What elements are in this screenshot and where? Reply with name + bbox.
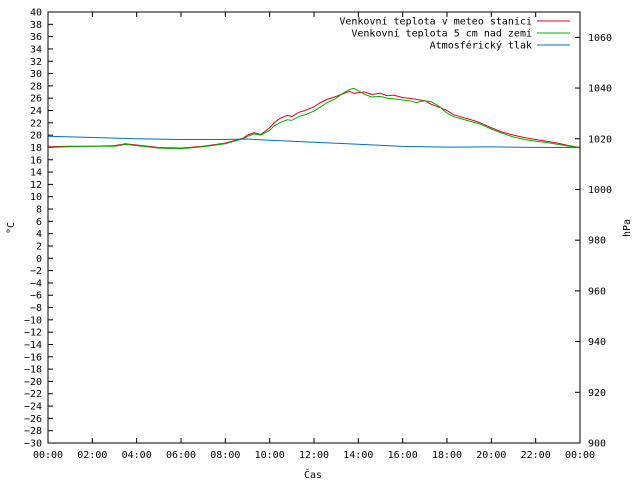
plot-frame [47,11,581,444]
series-line-3 [47,135,581,149]
y-axis-label: °C [6,222,17,234]
y2-tick-label: 940 [588,337,606,348]
legend-label-2: Venkovní teplota 5 cm nad zemí [351,28,532,40]
y2-tick-label: 920 [588,388,606,399]
y2-tick-label: 1040 [588,84,612,95]
y-tick-label: 38 [30,20,42,31]
y-tick-label: −22 [24,389,42,400]
series-line-2 [47,87,581,150]
y-tick-label: −28 [24,426,42,437]
x-tick-label: 00:00 [565,450,595,461]
x-tick-label: 02:00 [77,450,107,461]
y2-tick-label: 960 [588,286,606,297]
x-axis-label: Čas [304,468,322,480]
y2-tick-label: 1020 [588,134,612,145]
y2-tick-label: 1060 [588,33,612,44]
x-tick-label: 12:00 [299,450,329,461]
x-tick-label: 20:00 [476,450,506,461]
axis-ticks [47,11,581,444]
y-tick-label: −2 [30,266,42,277]
y-tick-label: −12 [24,328,42,339]
y-tick-label: 4 [36,229,42,240]
x-tick-label: 14:00 [343,450,373,461]
x-tick-label: 18:00 [432,450,462,461]
y-tick-label: 40 [30,8,42,19]
y2-tick-label: 900 [588,439,606,450]
y-tick-label: 30 [30,69,42,80]
y-tick-label: 28 [30,81,42,92]
y-tick-label: 6 [36,217,42,228]
y-tick-label: −16 [24,352,42,363]
series-lines [47,87,581,150]
y-tick-label: 12 [30,180,42,191]
y2-tick-label: 980 [588,236,606,247]
x-tick-label: 16:00 [388,450,418,461]
y-tick-label: 8 [36,205,42,216]
y2-tick-labels: 1060 1040 1020 1000 980 960 940 920 900 [588,33,612,450]
y-tick-label: 16 [30,155,42,166]
y-tick-label: −30 [24,439,42,450]
y-tick-label: 26 [30,94,42,105]
y-tick-label: −14 [24,340,42,351]
y-tick-label: −8 [30,303,42,314]
y-tick-label: −4 [30,278,42,289]
y-tick-label: 34 [30,44,42,55]
x-tick-label: 08:00 [210,450,240,461]
x-tick-label: 06:00 [166,450,196,461]
legend-label-1: Venkovní teplota v meteo stanici [339,16,532,28]
y-tick-label: 32 [30,57,42,68]
y-tick-labels: 4038363432302826242220181614121086420−2−… [24,8,42,450]
y-tick-label: 10 [30,192,42,203]
y-tick-label: 0 [36,254,42,265]
y-tick-label: −6 [30,291,42,302]
y2-axis-label: hPa [622,219,633,237]
y2-tick-label: 1000 [588,185,612,196]
x-tick-label: 10:00 [255,450,285,461]
y-tick-label: 36 [30,32,42,43]
y-tick-label: 20 [30,131,42,142]
series-line-1 [47,90,581,149]
x-tick-label: 04:00 [122,450,152,461]
y-tick-label: −20 [24,377,42,388]
y-tick-label: −10 [24,315,42,326]
legend-label-3: Atmosférický tlak [430,40,532,52]
y-tick-label: 18 [30,143,42,154]
x-tick-label: 22:00 [521,450,551,461]
y-tick-label: 24 [30,106,42,117]
y-tick-label: −24 [24,402,42,413]
y-tick-label: 14 [30,168,42,179]
y-tick-label: −18 [24,365,42,376]
x-tick-label: 00:00 [33,450,63,461]
y-tick-label: 22 [30,118,42,129]
x-tick-labels: 00:00 02:00 04:00 06:00 08:00 10:00 12:00 14:00… [33,450,595,461]
y-tick-label: 2 [36,241,42,252]
y-tick-label: −26 [24,414,42,425]
legend: Venkovní teplota v meteo staniciVenkovní… [339,16,570,52]
